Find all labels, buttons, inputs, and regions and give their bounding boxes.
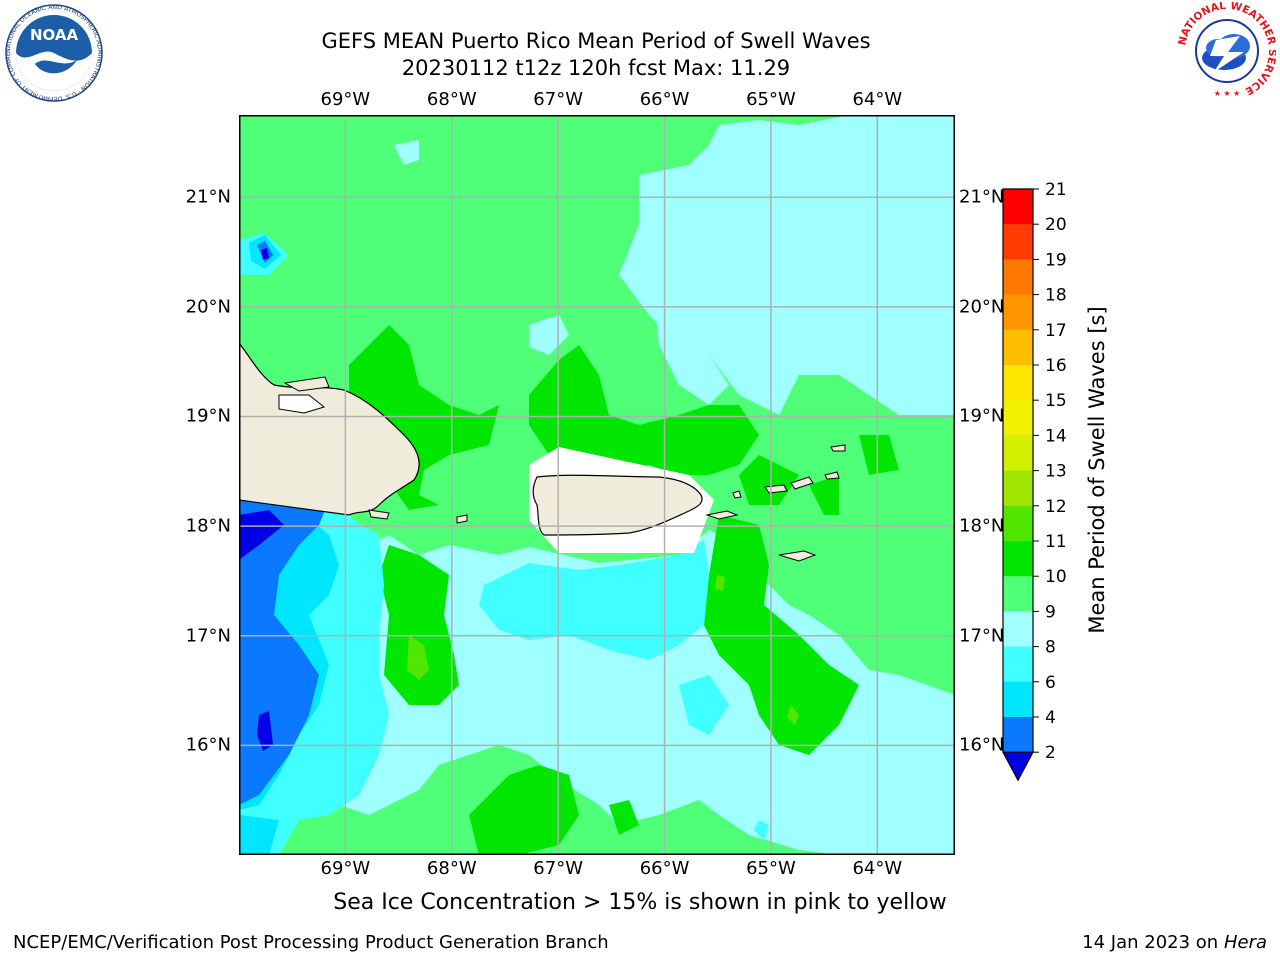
lon-label: 65°W <box>746 858 796 879</box>
lat-label: 18°N <box>185 515 231 537</box>
colorbar-tick-label: 2 <box>1045 743 1056 763</box>
colorbar-label: Mean Period of Swell Waves [s] <box>1085 306 1109 634</box>
colorbar-segment <box>1003 329 1033 366</box>
lon-label: 64°W <box>852 858 903 879</box>
colorbar-segment <box>1003 681 1033 718</box>
lon-label: 66°W <box>639 89 690 110</box>
nws-stars-icon: ★ ★ ★ <box>1214 89 1241 98</box>
colorbar-segment <box>1003 365 1033 401</box>
colorbar-segment <box>1003 400 1033 436</box>
colorbar-segment <box>1003 435 1033 472</box>
lon-label: 65°W <box>746 89 796 110</box>
footer-date: 14 Jan 2023 on Hera <box>1082 932 1267 953</box>
colorbar-under-arrow <box>1001 751 1035 782</box>
lat-label: 17°N <box>959 625 1005 647</box>
colorbar-tick-label: 8 <box>1045 638 1056 658</box>
colorbar-tick-label: 6 <box>1045 673 1056 693</box>
lon-label: 68°W <box>426 858 477 879</box>
lat-label: 18°N <box>959 515 1005 537</box>
contour-11-12 <box>407 575 799 725</box>
noaa-logo-text: NOAA <box>30 26 79 44</box>
footer-branch: NCEP/EMC/Verification Post Processing Pr… <box>13 932 609 953</box>
colorbar-segment <box>1003 189 1033 225</box>
colorbar-tick-label: 17 <box>1045 321 1067 341</box>
hispaniola-coast <box>239 342 420 516</box>
colorbar-segment <box>1003 611 1033 648</box>
lon-label: 67°W <box>533 858 584 879</box>
colorbar-segment <box>1003 470 1033 507</box>
colorbar-tick-label: 16 <box>1045 356 1067 376</box>
lat-label: 19°N <box>185 405 231 427</box>
colorbar-segment <box>1003 576 1033 612</box>
lon-label: 66°W <box>639 858 690 879</box>
lon-label: 69°W <box>320 858 371 879</box>
colorbar-tick-label: 15 <box>1045 391 1067 411</box>
hispaniola-south-coast <box>368 509 390 520</box>
lat-label: 21°N <box>959 186 1005 208</box>
colorbar-tick-label: 21 <box>1045 180 1067 200</box>
colorbar-tick-label: 13 <box>1045 462 1067 482</box>
footer-date-text: 14 Jan 2023 on <box>1082 932 1224 953</box>
colorbar-tick-label: 4 <box>1045 708 1056 728</box>
map-panel <box>239 115 955 855</box>
lat-label: 16°N <box>959 734 1005 756</box>
colorbar-tick-label: 14 <box>1045 426 1067 446</box>
colorbar-tick-label: 11 <box>1045 532 1067 552</box>
colorbar-segment <box>1003 505 1033 542</box>
lon-label: 67°W <box>533 89 584 110</box>
lat-label: 19°N <box>959 405 1005 427</box>
noaa-logo: NATIONAL OCEANIC AND ATMOSPHERIC ADMINIS… <box>5 4 103 102</box>
colorbar-segment <box>1003 294 1033 331</box>
colorbar-tick-label: 20 <box>1045 215 1067 235</box>
map-gridlines <box>239 115 955 855</box>
colorbar-ticks: 2 4 6 8 9 10 11 12 13 14 15 16 17 18 19 20 21 <box>1033 180 1067 763</box>
colorbar-segments <box>1001 188 1035 782</box>
puerto-rico-land <box>532 474 703 536</box>
lon-label: 69°W <box>320 89 371 110</box>
islands <box>283 376 846 562</box>
colorbar: 2 4 6 8 9 10 11 12 13 14 15 16 17 18 19 20 21 <box>1001 180 1067 782</box>
chart-title: GEFS MEAN Puerto Rico Mean Period of Swe… <box>321 29 871 53</box>
hispaniola-land <box>239 343 420 515</box>
colorbar-tick-label: 9 <box>1045 602 1056 622</box>
sea-ice-note: Sea Ice Concentration > 15% is shown in … <box>333 890 947 915</box>
samana-bay <box>278 394 326 414</box>
lat-label: 17°N <box>185 625 231 647</box>
swell-period-field <box>239 115 955 855</box>
lat-label: 16°N <box>185 734 231 756</box>
colorbar-segment <box>1003 224 1033 260</box>
colorbar-tick-label: 18 <box>1045 286 1067 306</box>
colorbar-segment <box>1003 541 1033 577</box>
lat-label: 20°N <box>959 296 1005 318</box>
colorbar-tick-label: 10 <box>1045 567 1067 587</box>
lat-label: 21°N <box>185 186 231 208</box>
colorbar-segment <box>1003 717 1033 753</box>
chart-subtitle: 20230112 t12z 120h fcst Max: 11.29 <box>401 56 791 80</box>
lon-label: 64°W <box>852 89 903 110</box>
footer-host: Hera <box>1223 932 1267 953</box>
contour-under-2 <box>239 248 284 751</box>
map-border <box>239 115 955 855</box>
lat-label: 20°N <box>185 296 231 318</box>
colorbar-segment <box>1003 259 1033 296</box>
colorbar-segment <box>1003 646 1033 683</box>
colorbar-tick-label: 12 <box>1045 497 1067 517</box>
lon-label: 68°W <box>426 89 477 110</box>
colorbar-tick-label: 19 <box>1045 250 1067 270</box>
